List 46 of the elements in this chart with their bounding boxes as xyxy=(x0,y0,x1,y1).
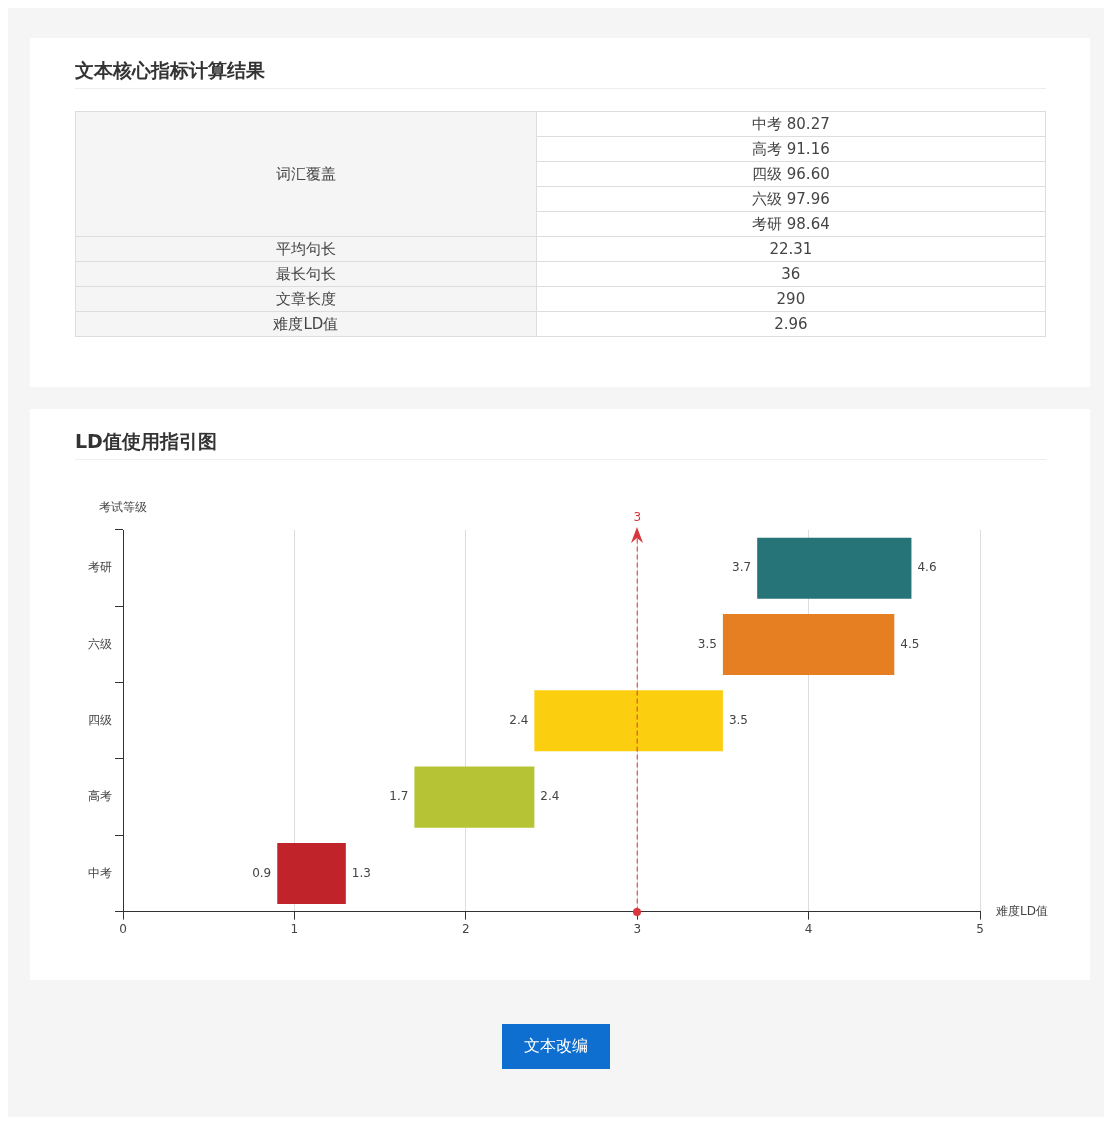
y-tick-label: 考研 xyxy=(88,560,112,575)
y-tick-label: 高考 xyxy=(88,789,112,804)
data-label: 2.4 xyxy=(540,789,560,804)
text: 中考 80.27 xyxy=(536,111,1046,137)
text: 文章长度 xyxy=(75,286,537,312)
text: 高考 91.16 xyxy=(536,136,1046,162)
text: 四级 96.60 xyxy=(536,161,1046,187)
y-tick-label: 六级 xyxy=(88,636,112,651)
text: 六级 97.96 xyxy=(536,186,1046,212)
data-label: 1.3 xyxy=(351,865,371,880)
bar xyxy=(722,613,895,676)
text: 最长句长 xyxy=(75,261,537,287)
x-tick-label: 4 xyxy=(804,921,813,936)
text: 考研 98.64 xyxy=(536,211,1046,237)
text: 难度LD值 xyxy=(75,311,537,337)
text: 22.31 xyxy=(536,236,1046,262)
text: 36 xyxy=(536,261,1046,287)
data-label: 4.5 xyxy=(900,636,920,651)
ref-line-label: 3 xyxy=(633,510,642,525)
annotation: 2.4 xyxy=(509,712,529,727)
bar xyxy=(414,766,535,828)
annotation: 3.5 xyxy=(697,636,717,651)
y-tick-label: 四级 xyxy=(88,712,112,727)
annotation: 3.7 xyxy=(732,560,752,575)
bar xyxy=(534,690,723,752)
x-tick-label: 2 xyxy=(461,921,470,936)
text: 290 xyxy=(536,286,1046,312)
text: 文本改编 xyxy=(502,1024,610,1069)
text: 2.96 xyxy=(536,311,1046,337)
x-tick-label: 3 xyxy=(633,921,642,936)
x-tick-label: 5 xyxy=(976,921,984,936)
data-label: 4.6 xyxy=(917,560,937,575)
text: 文本核心指标计算结果 xyxy=(75,58,1046,89)
chart-title: LD值使用指引图 xyxy=(75,429,1046,460)
y-axis-title: 考试等级 xyxy=(99,500,147,515)
x-tick-label: 0 xyxy=(119,921,127,936)
data-label: 3.5 xyxy=(728,712,748,727)
text: 平均句长 xyxy=(75,236,537,262)
annotation: 1.7 xyxy=(389,789,409,804)
x-axis-title: 难度LD值 xyxy=(995,903,1048,918)
x-tick-label: 1 xyxy=(290,921,299,936)
text: 词汇覆盖 xyxy=(75,111,537,237)
bar xyxy=(277,842,346,904)
bar xyxy=(757,537,912,599)
annotation: 0.9 xyxy=(252,865,272,880)
y-tick-label: 中考 xyxy=(88,865,112,880)
